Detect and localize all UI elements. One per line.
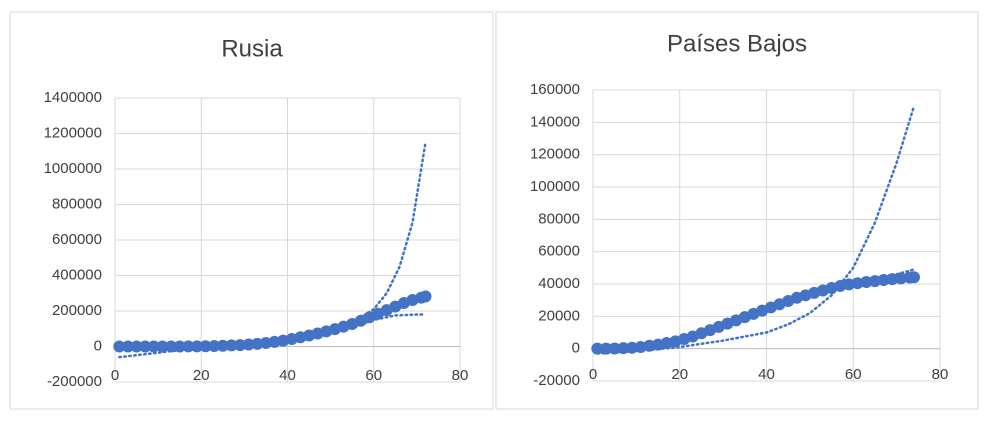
x-tick-label: 20 bbox=[193, 367, 210, 384]
point bbox=[225, 339, 238, 352]
point bbox=[600, 342, 613, 355]
chart-title: Rusia bbox=[221, 35, 283, 62]
x-tick-label: 20 bbox=[671, 366, 688, 383]
point bbox=[130, 340, 143, 353]
x-tick-label: 40 bbox=[758, 366, 775, 383]
point bbox=[156, 340, 169, 353]
y-tick-label: -20000 bbox=[533, 372, 580, 389]
trendline bbox=[118, 313, 427, 359]
point bbox=[894, 272, 907, 285]
point bbox=[877, 273, 890, 286]
point bbox=[190, 340, 203, 353]
y-tick-label: 600000 bbox=[52, 231, 102, 248]
point bbox=[173, 340, 186, 353]
x-tick-label: 60 bbox=[845, 366, 862, 383]
y-tick-label: 1400000 bbox=[44, 89, 102, 106]
y-tick-label: 0 bbox=[572, 340, 580, 357]
y-tick-label: 0 bbox=[94, 337, 102, 354]
y-tick-label: 100000 bbox=[530, 178, 580, 195]
point bbox=[907, 271, 920, 284]
point bbox=[626, 341, 639, 354]
point bbox=[860, 276, 873, 289]
point bbox=[139, 340, 152, 353]
y-tick-label: 40000 bbox=[538, 275, 580, 292]
y-tick-label: 800000 bbox=[52, 195, 102, 212]
point bbox=[216, 339, 229, 352]
y-tick-label: 60000 bbox=[538, 243, 580, 260]
point bbox=[251, 337, 264, 350]
point bbox=[147, 340, 160, 353]
x-tick-label: 40 bbox=[279, 367, 296, 384]
point bbox=[165, 340, 178, 353]
x-tick-label: 0 bbox=[111, 367, 119, 384]
x-tick-label: 60 bbox=[365, 367, 382, 384]
point bbox=[182, 340, 195, 353]
x-tick-label: 80 bbox=[452, 367, 469, 384]
point bbox=[121, 340, 134, 353]
y-tick-label: 1000000 bbox=[44, 160, 102, 177]
point bbox=[608, 342, 621, 355]
point bbox=[199, 340, 212, 353]
point bbox=[242, 338, 255, 351]
y-tick-label: 120000 bbox=[530, 146, 580, 163]
trendline bbox=[596, 104, 916, 355]
chart-frame bbox=[495, 11, 979, 410]
x-tick-label: 0 bbox=[589, 366, 597, 383]
y-tick-label: 140000 bbox=[530, 113, 580, 130]
y-tick-label: 20000 bbox=[538, 307, 580, 324]
y-tick-label: 1200000 bbox=[44, 124, 102, 141]
point bbox=[591, 342, 604, 355]
y-tick-label: -200000 bbox=[47, 373, 102, 390]
point bbox=[419, 290, 432, 303]
point bbox=[113, 340, 126, 353]
x-tick-label: 80 bbox=[932, 366, 949, 383]
y-tick-label: 80000 bbox=[538, 210, 580, 227]
y-tick-label: 200000 bbox=[52, 302, 102, 319]
chart-title: Países Bajos bbox=[667, 30, 807, 57]
point bbox=[617, 342, 630, 355]
y-tick-label: 160000 bbox=[530, 81, 580, 98]
y-tick-label: 400000 bbox=[52, 266, 102, 283]
point bbox=[234, 339, 247, 352]
point bbox=[886, 273, 899, 286]
point bbox=[208, 340, 221, 353]
